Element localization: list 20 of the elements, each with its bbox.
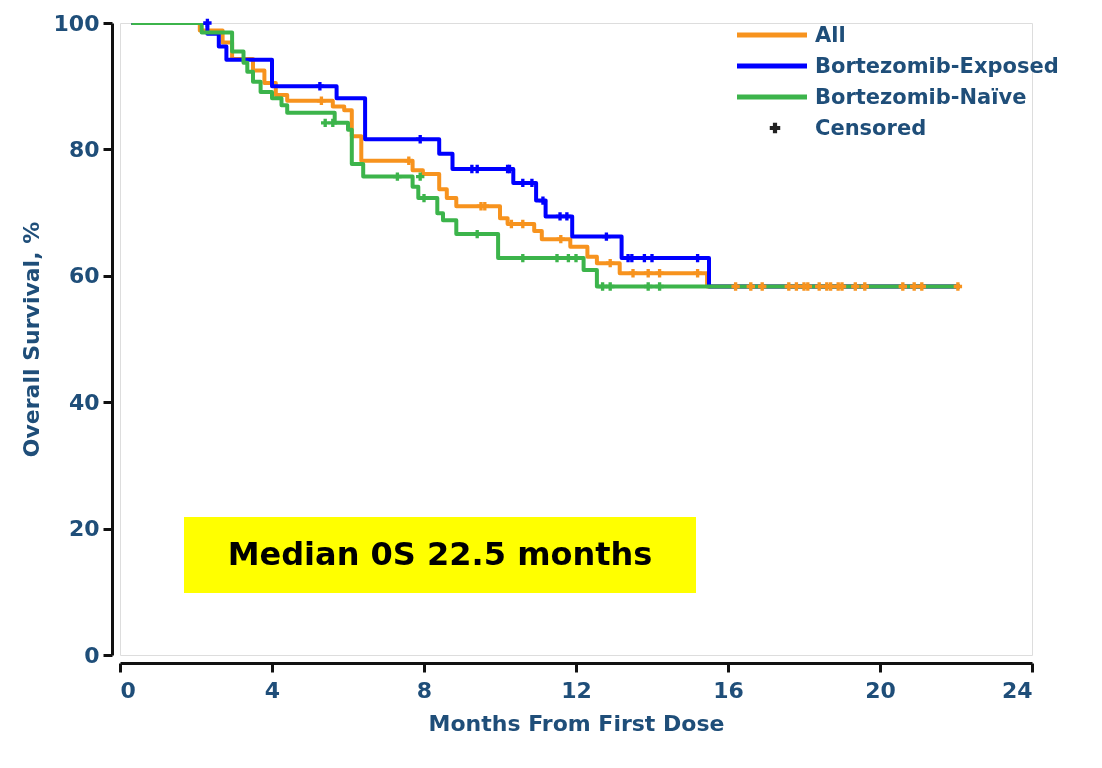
y-axis-title: Overall Survival, % [18, 221, 44, 458]
x-tick-label: 8 [416, 677, 433, 703]
legend-label: Bortezomib-Naïve [815, 85, 1027, 109]
legend-label: All [815, 23, 846, 47]
x-tick-label: 4 [264, 677, 281, 703]
legend-label: Bortezomib-Exposed [815, 54, 1059, 78]
y-tick-label: 100 [53, 10, 100, 36]
y-tick-label: 60 [68, 263, 100, 289]
x-tick-label: 0 [120, 677, 136, 703]
y-tick-label: 40 [68, 389, 100, 415]
legend-label: Censored [815, 116, 927, 140]
y-tick-label: 80 [68, 136, 100, 162]
y-tick-label: 0 [84, 642, 100, 668]
x-tick-label: 12 [561, 677, 592, 703]
x-tick-label: 16 [713, 677, 744, 703]
y-tick-label: 20 [68, 516, 100, 542]
x-tick-label: 20 [865, 677, 896, 703]
x-tick-label: 24 [1001, 677, 1033, 703]
annotation: Median 0S 22.5 months [227, 535, 653, 573]
x-axis-title: Months From First Dose [428, 710, 725, 736]
